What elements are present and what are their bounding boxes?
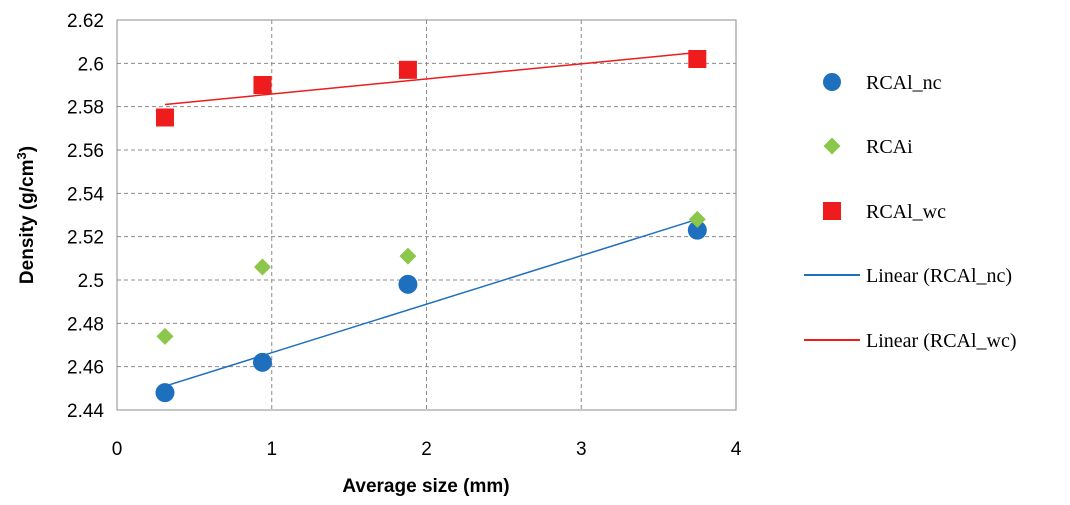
point-rcal-wc (253, 76, 272, 94)
y-tick-label: 2.54 (67, 184, 104, 205)
point-rcai (253, 258, 271, 276)
point-rcal-wc (688, 50, 707, 68)
y-tick-labels: 2.44 2.46 2.48 2.5 2.52 2.54 2.56 2.58 2.6 2.62 (67, 11, 104, 422)
trendline-linear-rcal-nc (164, 218, 698, 387)
legend-marker-rcal-wc (823, 202, 841, 220)
legend-marker-rcai (823, 137, 841, 155)
x-tick-label: 1 (266, 439, 277, 460)
series-rcal-wc (155, 50, 707, 127)
point-rcal-nc (155, 383, 175, 403)
plot-area-border (116, 19, 737, 411)
legend-label-rcai: RCAi (866, 136, 913, 158)
point-rcal-wc (155, 108, 174, 127)
legend-label-linear-rcal-nc: Linear (RCAl_nc) (866, 265, 1012, 287)
y-tick-label: 2.44 (67, 401, 104, 422)
legend-marker-rcal-nc (823, 73, 841, 91)
y-tick-label: 2.5 (78, 271, 104, 292)
point-rcal-nc (252, 352, 272, 372)
y-tick-label: 2.52 (67, 228, 104, 249)
y-tick-label: 2.46 (67, 358, 104, 379)
y-tick-label: 2.56 (67, 141, 104, 162)
legend-label-rcal-nc: RCAl_nc (866, 72, 942, 94)
legend: RCAl_nc RCAi RCAl_wc Linear (RCAl_nc) Li… (804, 72, 1017, 352)
series-rcal-nc (155, 220, 707, 403)
x-tick-label: 0 (112, 439, 123, 460)
data-points (155, 50, 707, 403)
x-tick-label: 3 (576, 439, 587, 460)
point-rcai (399, 247, 417, 265)
y-tick-label: 2.48 (67, 314, 104, 335)
legend-label-linear-rcal-wc: Linear (RCAl_wc) (866, 330, 1017, 352)
y-axis-title-superscript: 3 (14, 152, 29, 159)
y-tick-label: 2.6 (78, 54, 104, 75)
point-rcai (156, 327, 174, 345)
y-axis-title-main: Density (g/cm (17, 159, 38, 284)
y-tick-label: 2.58 (67, 98, 104, 119)
point-rcal-nc (398, 274, 418, 294)
y-axis-title: Density (g/cm3) (14, 146, 38, 284)
x-tick-label: 2 (421, 439, 432, 460)
y-axis-title-end: ) (17, 146, 38, 152)
trendline-linear-rcal-wc (164, 51, 698, 106)
trendlines (164, 51, 698, 387)
series-rcai (156, 210, 706, 345)
point-rcal-nc (687, 220, 707, 240)
x-tick-label: 4 (731, 439, 742, 460)
gridlines (117, 20, 736, 410)
x-tick-labels: 0 1 2 3 4 (112, 439, 742, 460)
y-tick-label: 2.62 (67, 11, 104, 32)
point-rcal-wc (398, 60, 417, 79)
legend-label-rcal-wc: RCAl_wc (866, 201, 946, 223)
point-rcai (688, 210, 706, 228)
x-axis-title: Average size (mm) (342, 476, 509, 497)
